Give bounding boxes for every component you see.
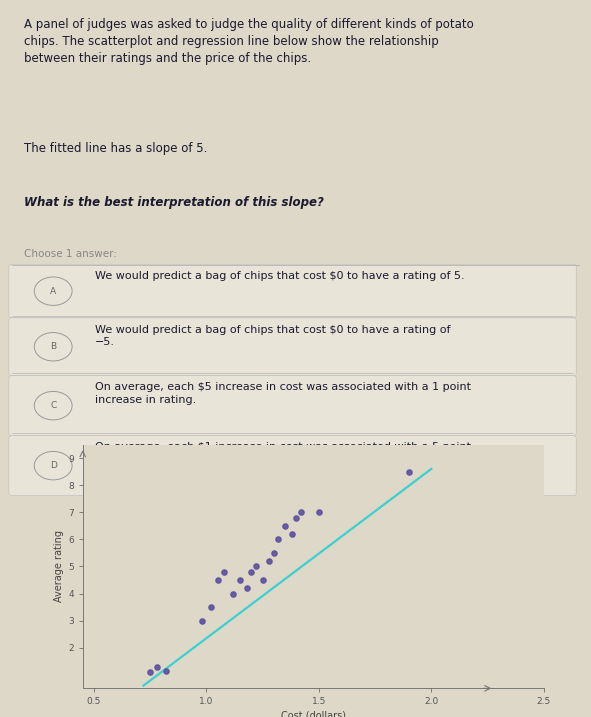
X-axis label: Cost (dollars): Cost (dollars)	[281, 711, 346, 717]
Point	[242, 582, 252, 594]
FancyBboxPatch shape	[9, 265, 576, 318]
Point	[291, 512, 301, 523]
Circle shape	[34, 452, 72, 480]
Point	[258, 574, 267, 586]
Point	[161, 665, 171, 676]
Text: We would predict a bag of chips that cost $0 to have a rating of 5.: We would predict a bag of chips that cos…	[95, 271, 464, 281]
Point	[197, 615, 207, 627]
Text: A panel of judges was asked to judge the quality of different kinds of potato
ch: A panel of judges was asked to judge the…	[24, 18, 473, 65]
Point	[152, 661, 162, 673]
FancyBboxPatch shape	[9, 436, 576, 495]
Circle shape	[34, 333, 72, 361]
Point	[296, 506, 306, 518]
Point	[280, 520, 290, 531]
Point	[265, 555, 274, 566]
Y-axis label: Average rating: Average rating	[54, 531, 64, 602]
Point	[251, 561, 261, 572]
Point	[213, 574, 222, 586]
Text: We would predict a bag of chips that cost $0 to have a rating of
−5.: We would predict a bag of chips that cos…	[95, 325, 450, 347]
Point	[274, 533, 283, 545]
Text: A: A	[50, 287, 56, 295]
Point	[269, 547, 278, 559]
Text: On average, each $5 increase in cost was associated with a 1 point
increase in r: On average, each $5 increase in cost was…	[95, 382, 470, 405]
FancyBboxPatch shape	[9, 376, 576, 436]
Point	[220, 566, 229, 578]
Point	[235, 574, 245, 586]
Circle shape	[34, 277, 72, 305]
Text: B: B	[50, 342, 56, 351]
Text: C: C	[50, 401, 56, 410]
Text: D: D	[50, 461, 57, 470]
Point	[229, 588, 238, 599]
Circle shape	[34, 391, 72, 420]
Point	[314, 506, 324, 518]
Point	[287, 528, 297, 540]
Text: Choose 1 answer:: Choose 1 answer:	[24, 249, 116, 259]
Text: On average, each $1 increase in cost was associated with a 5 point
increase in r: On average, each $1 increase in cost was…	[95, 442, 470, 465]
Point	[246, 566, 256, 578]
Point	[404, 466, 414, 478]
Text: The fitted line has a slope of 5.: The fitted line has a slope of 5.	[24, 142, 207, 156]
Point	[145, 666, 155, 678]
FancyBboxPatch shape	[9, 318, 576, 376]
Text: What is the best interpretation of this slope?: What is the best interpretation of this …	[24, 196, 323, 209]
Point	[206, 602, 216, 613]
